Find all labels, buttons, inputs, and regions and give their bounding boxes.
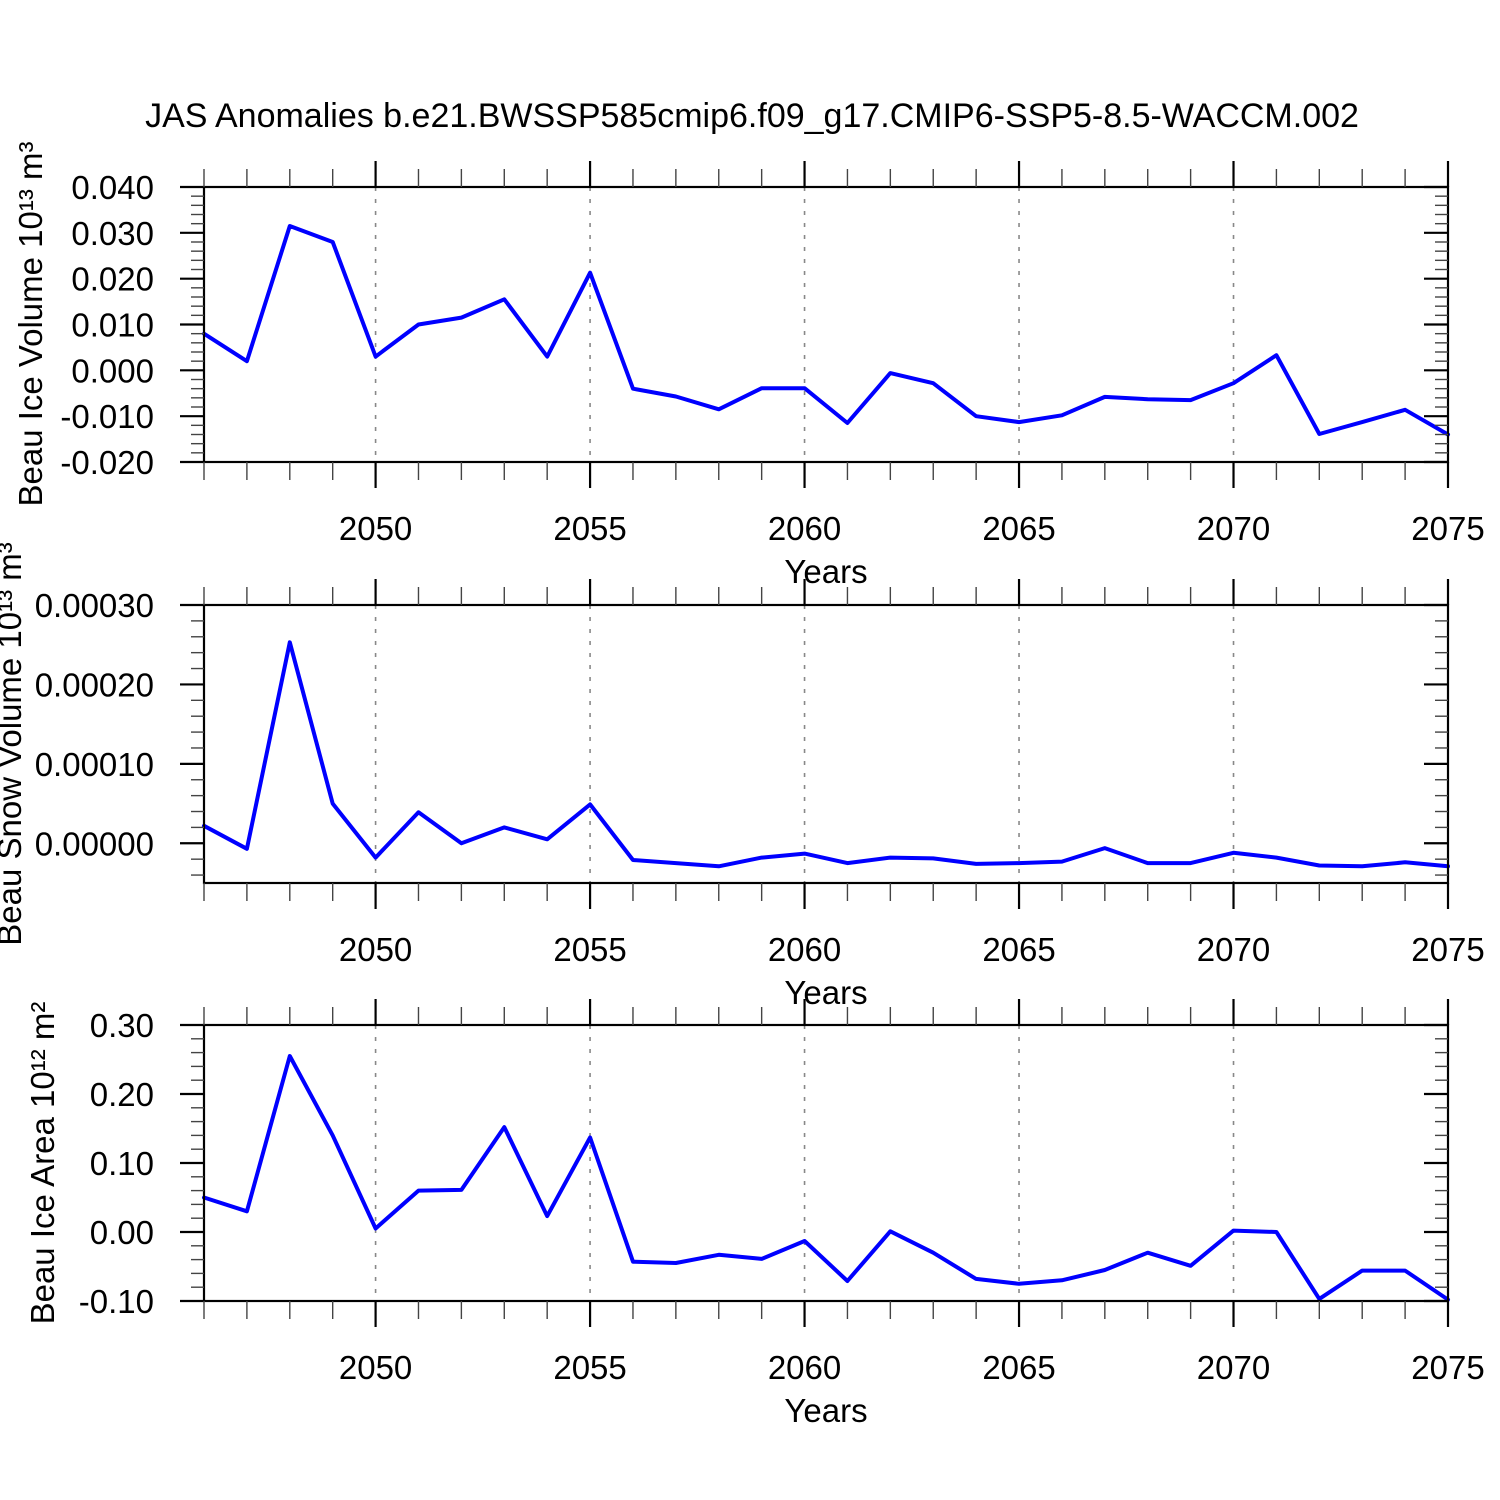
x-tick-label: 2055: [553, 1349, 626, 1386]
minor-ticks: [191, 587, 1448, 901]
series-line: [202, 640, 1450, 869]
y-tick-label: 0.00020: [35, 666, 154, 703]
x-tick-label: 2055: [553, 931, 626, 968]
y-tick-label: 0.040: [71, 169, 154, 206]
y-tick-label: 0.30: [90, 1007, 154, 1044]
y-tick-label: -0.10: [79, 1283, 154, 1320]
series-line: [202, 1054, 1450, 1302]
plot-frame: [202, 603, 1450, 885]
major-ticks: [180, 999, 1450, 1327]
y-tick-label: 0.00030: [35, 587, 154, 624]
minor-ticks: [191, 1007, 1448, 1319]
x-tick-label: 2075: [1411, 1349, 1484, 1386]
y-tick-label: 0.020: [71, 261, 154, 298]
gridlines: [374, 1025, 1235, 1301]
minor-ticks: [191, 169, 1448, 480]
major-ticks: [180, 161, 1450, 488]
chart-1: 0.040 0.030 0.020 0.010 0.000 -0.010 -0.020 205…: [60, 161, 1485, 547]
y-tick-label: 0.00000: [35, 825, 154, 862]
series-line: [202, 224, 1450, 437]
major-ticks: [180, 579, 1450, 909]
plot-frame: [202, 185, 1450, 464]
x-tick-label: 2050: [339, 931, 412, 968]
y-tick-label: 0.00: [90, 1214, 154, 1251]
x-tick-label: 2060: [768, 931, 841, 968]
chart3-y-axis-label: Beau Ice Area 10¹² m²: [24, 1001, 61, 1325]
y-tick-label: -0.010: [60, 398, 154, 435]
chart1-x-axis-label: Years: [784, 553, 868, 590]
y-tick-label: 0.20: [90, 1076, 154, 1113]
x-tick-label: 2065: [982, 931, 1055, 968]
chart3-x-axis-label: Years: [784, 1392, 868, 1429]
x-tick-label: 2065: [982, 1349, 1055, 1386]
x-tick-label: 2065: [982, 510, 1055, 547]
x-tick-label: 2050: [339, 1349, 412, 1386]
chart-3: 0.30 0.20 0.10 0.00 -0.10 2050 2055 2060 2065 207…: [79, 999, 1485, 1386]
x-tick-label: 2060: [768, 510, 841, 547]
y-tick-label: -0.020: [60, 444, 154, 481]
x-tick-label: 2050: [339, 510, 412, 547]
gridlines: [374, 187, 1235, 462]
y-tick-label: 0.10: [90, 1145, 154, 1182]
y-tick-label: 0.010: [71, 307, 154, 344]
chart2-x-axis-label: Years: [784, 974, 868, 1011]
y-tick-label: 0.000: [71, 352, 154, 389]
x-tick-label: 2070: [1197, 510, 1270, 547]
x-tick-label: 2070: [1197, 1349, 1270, 1386]
gridlines: [374, 605, 1235, 883]
x-tick-label: 2075: [1411, 931, 1484, 968]
page-title: JAS Anomalies b.e21.BWSSP585cmip6.f09_g1…: [145, 97, 1359, 135]
x-tick-label: 2070: [1197, 931, 1270, 968]
y-tick-label: 0.00010: [35, 746, 154, 783]
x-tick-label: 2055: [553, 510, 626, 547]
x-tick-label: 2075: [1411, 510, 1484, 547]
y-tick-label: 0.030: [71, 215, 154, 252]
chart-2: 0.00030 0.00020 0.00010 0.00000 2050 2055 2060…: [35, 579, 1485, 968]
x-tick-label: 2060: [768, 1349, 841, 1386]
